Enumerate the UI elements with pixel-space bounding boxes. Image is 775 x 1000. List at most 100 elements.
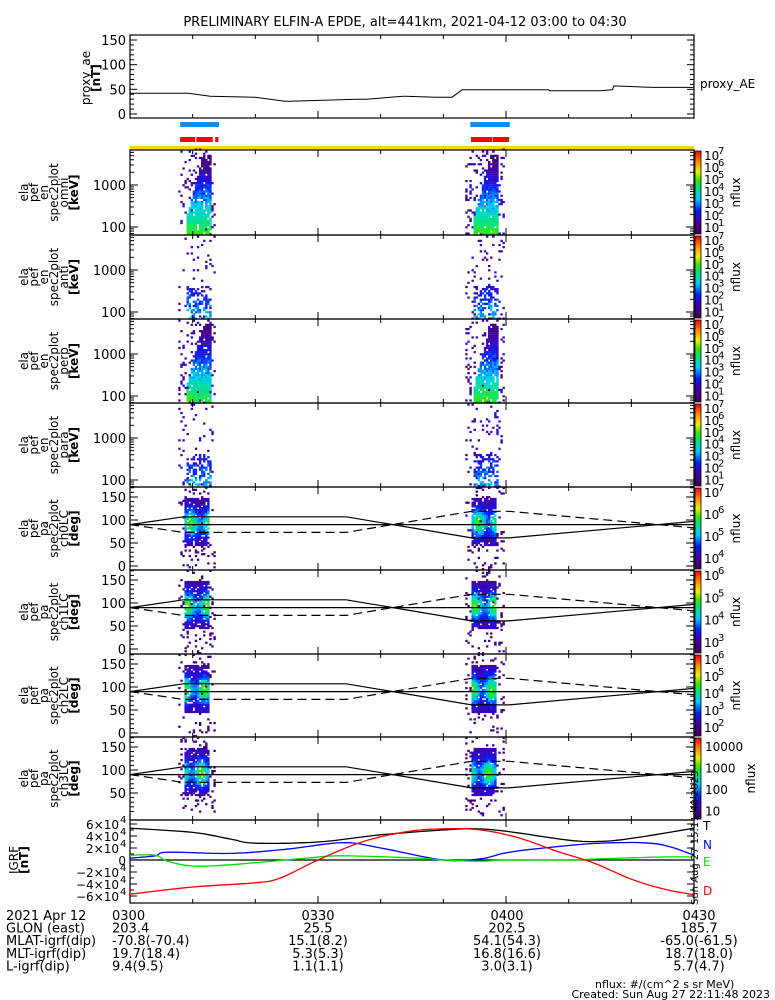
spectrogram-cell (485, 532, 489, 536)
spectrogram-cell (194, 228, 198, 231)
spectrogram-cell (194, 512, 198, 515)
spectrogram-cell (203, 384, 206, 387)
spectrogram-cell (178, 703, 181, 706)
spectrogram-cell (488, 505, 491, 508)
spectrogram-cell (196, 614, 200, 617)
spectrogram-cell (475, 674, 478, 677)
spectrogram-cell (473, 217, 476, 220)
spectrogram-cell (207, 302, 210, 305)
spectrogram-cell (479, 692, 483, 695)
spectrogram-cell (502, 663, 505, 666)
spectrogram-cell (494, 200, 497, 204)
spectrogram-cell (494, 363, 497, 366)
spectrogram-cell (201, 330, 204, 333)
spectrogram-cell (485, 499, 489, 502)
spectrogram-cell (477, 584, 481, 587)
spectrogram-cell (198, 376, 202, 379)
spectrogram-cell (203, 184, 206, 187)
spectrogram-cell (479, 376, 483, 379)
spectrogram-cell (192, 527, 196, 530)
spectrogram-cell (475, 219, 478, 223)
spectrogram-cell (207, 460, 210, 463)
spectrogram-cell (182, 439, 185, 442)
spectrogram-cell (203, 163, 206, 166)
spectrogram-cell (483, 614, 487, 617)
spectrogram-cell (184, 601, 187, 604)
spectrogram-cell (496, 481, 499, 484)
spectrogram-cell (488, 365, 491, 368)
spectrogram-cell (492, 363, 495, 366)
spectrogram-cell (481, 211, 485, 214)
y-label-line: ch1LC (57, 594, 71, 631)
spectrogram-cell (186, 321, 189, 324)
spectrogram-cell (190, 580, 194, 584)
spectrogram-cell (182, 361, 185, 364)
spectrogram-cell (473, 683, 476, 686)
spectrogram-cell (184, 777, 187, 780)
spectrogram-cell (198, 599, 202, 602)
spectrogram-cell (492, 285, 495, 289)
spectrogram-cell (488, 393, 491, 396)
spectrogram-cell (184, 709, 187, 712)
spectrogram-cell (492, 681, 495, 684)
spectrogram-cell (502, 562, 505, 565)
spectrogram-cell (192, 464, 196, 467)
spectrogram-cell (490, 595, 493, 598)
spectrogram-cell (190, 762, 194, 765)
colorbar-tick-exponent: 4 (718, 611, 724, 622)
spectrogram-cell (205, 505, 208, 508)
spectrogram-cell (496, 221, 499, 225)
spectrogram-cell (473, 664, 476, 668)
colorbar-tick-exponent: 1 (718, 218, 724, 229)
spectrogram-cell (194, 623, 198, 626)
spectrogram-cell (194, 520, 198, 523)
spectrogram-cell (194, 213, 198, 216)
spectrogram-cell (479, 294, 483, 297)
spectrogram-cell (492, 386, 495, 389)
spectrogram-cell (178, 399, 181, 402)
spectrogram-cell (494, 382, 497, 385)
spectrogram-cell (213, 163, 216, 166)
spectrogram-cell (479, 306, 483, 310)
spectrogram-cell (186, 619, 189, 622)
spectrogram-cell (481, 692, 485, 695)
spectrogram-cell (207, 171, 210, 174)
spectrogram-cell (475, 586, 478, 589)
spectrogram-cell (203, 666, 206, 669)
spectrogram-cell (469, 376, 472, 379)
spectrogram-cell (485, 338, 489, 341)
spectrogram-cell (496, 357, 499, 360)
spectrogram-cell (483, 527, 487, 530)
spectrogram-cell (201, 604, 204, 608)
spectrogram-cell (473, 612, 476, 615)
spectrogram-cell (190, 779, 194, 782)
spectrogram-cell (502, 701, 505, 704)
spectrogram-cell (192, 521, 196, 525)
spectrogram-cell (188, 290, 191, 293)
spectrogram-cell (483, 608, 487, 611)
spectrogram-cell (198, 200, 202, 204)
spectrogram-cell (485, 527, 489, 530)
spectrogram-cell (490, 566, 493, 569)
spectrogram-cell (203, 239, 206, 242)
spectrogram-cell (203, 590, 206, 593)
spectrogram-cell (198, 355, 202, 358)
spectrogram-cell (188, 612, 191, 615)
spectrogram-cell (198, 758, 202, 762)
spectrogram-cell (203, 228, 206, 231)
spectrogram-cell (477, 215, 481, 218)
spectrogram-cell (477, 623, 481, 626)
spectrogram-cell (483, 177, 487, 181)
spectrogram-cell (477, 529, 481, 532)
spectrogram-cell (186, 764, 189, 767)
spectrogram-cell (492, 348, 495, 352)
colorbar-tick-label: 10 (704, 161, 719, 175)
spectrogram-cell (488, 529, 491, 532)
spectrogram-cell (184, 520, 187, 523)
spectrogram-cell (201, 601, 204, 604)
spectrogram-cell (203, 198, 206, 202)
colorbar-tick-label: 10 (704, 221, 719, 235)
spectrogram-cell (485, 196, 489, 199)
spectrogram-cell (488, 196, 491, 199)
spectrogram-cell (196, 784, 200, 787)
